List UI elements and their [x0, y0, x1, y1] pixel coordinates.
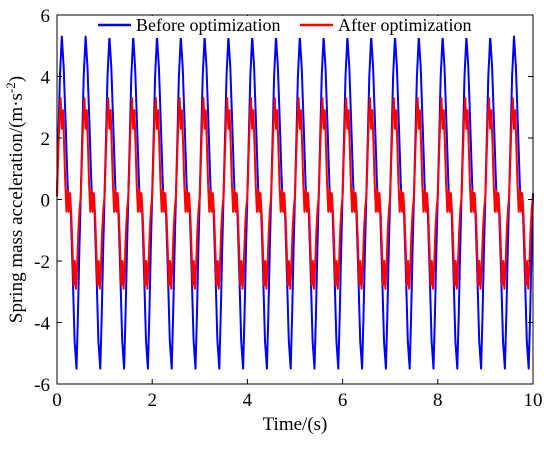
x-tick-label: 6	[338, 390, 348, 411]
y-axis-label-close: )	[6, 76, 27, 82]
legend: Before optimization After optimization	[93, 15, 493, 38]
x-axis-label: Time/(s)	[263, 414, 328, 435]
x-tick-label: 10	[524, 390, 543, 411]
legend-label-after-optimization: After optimization	[338, 15, 471, 35]
x-tick-label: 8	[433, 390, 443, 411]
x-tick-label: 0	[52, 390, 62, 411]
y-tick-label: -4	[34, 314, 50, 335]
legend-background	[93, 16, 493, 38]
y-tick-label: -6	[34, 375, 50, 396]
y-tick-label: 6	[41, 6, 51, 27]
y-tick-label: 2	[41, 129, 51, 150]
series-layer	[56, 35, 534, 370]
x-tick-label: 4	[243, 390, 253, 411]
tick-layer: 0 2 4 6 8 10 -6 -4 -2 0 2 4 6	[34, 6, 542, 411]
x-tick-label: 2	[147, 390, 157, 411]
y-axis-label-exponent: -2	[3, 82, 18, 93]
y-tick-label: 0	[41, 191, 51, 212]
y-tick-label: -2	[34, 252, 50, 273]
series-line-after-optimization	[56, 97, 534, 290]
y-axis-label: Spring mass acceleration/(m·s-2)	[3, 76, 28, 323]
y-tick-label: 4	[41, 68, 51, 89]
y-axis-label-main: Spring mass acceleration/(m·s	[6, 93, 27, 323]
legend-label-before-optimization: Before optimization	[136, 15, 280, 35]
